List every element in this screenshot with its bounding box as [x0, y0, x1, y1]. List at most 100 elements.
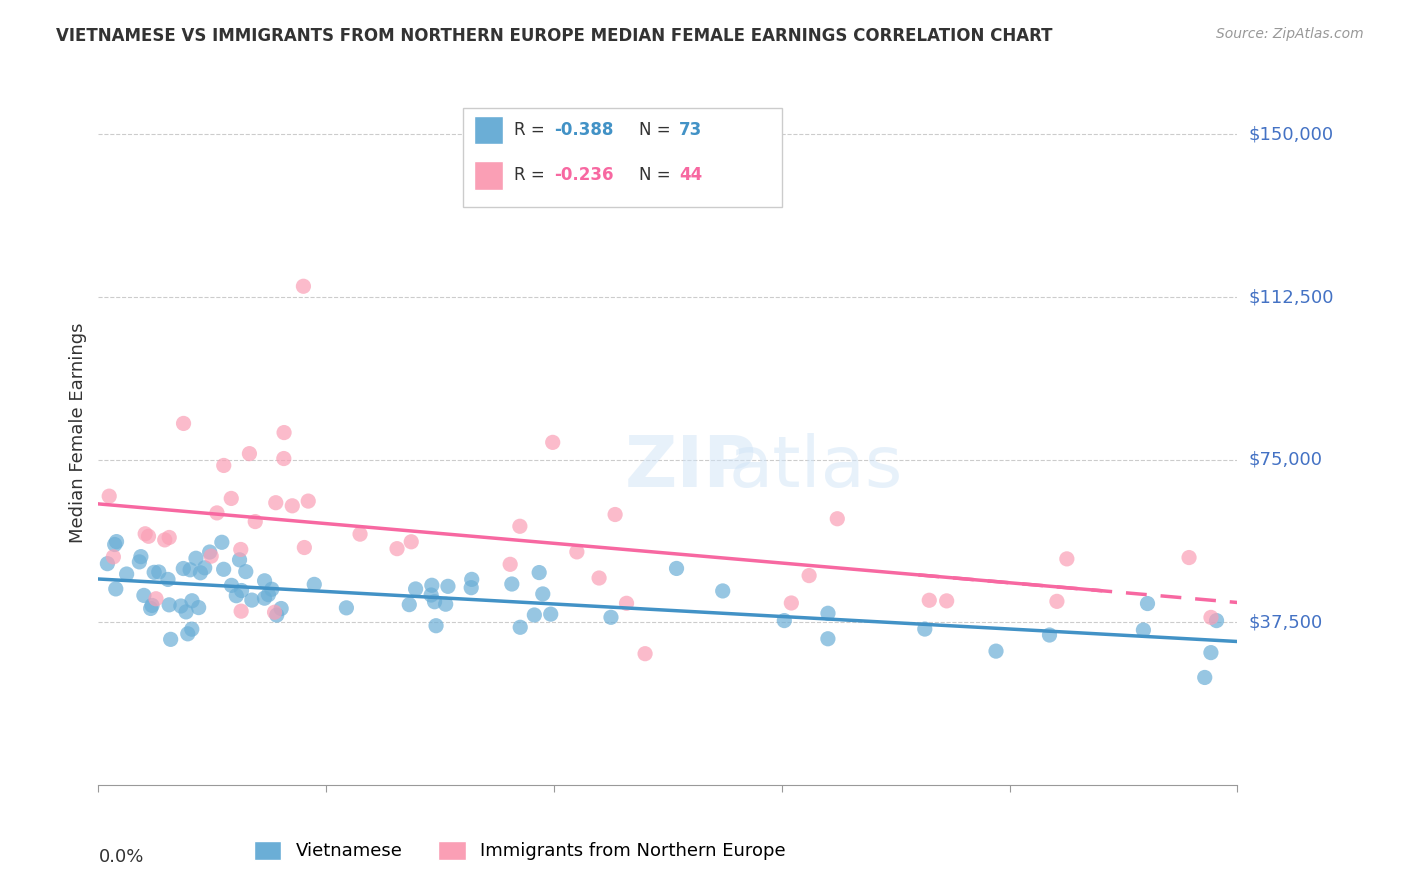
Point	[143, 566, 166, 580]
Point	[434, 597, 457, 611]
Point	[105, 534, 128, 549]
Point	[616, 596, 638, 610]
Text: R =: R =	[515, 167, 550, 185]
Point	[425, 618, 447, 632]
Point	[173, 417, 195, 431]
Text: Source: ZipAtlas.com: Source: ZipAtlas.com	[1216, 27, 1364, 41]
Point	[266, 608, 288, 623]
Text: 0.0%: 0.0%	[98, 848, 143, 866]
Text: $150,000: $150,000	[1249, 126, 1333, 144]
Point	[225, 589, 247, 603]
Point	[257, 588, 280, 602]
Point	[460, 581, 482, 595]
Point	[128, 555, 150, 569]
Point	[145, 591, 167, 606]
Point	[240, 593, 263, 607]
Point	[588, 571, 610, 585]
Point	[219, 491, 242, 506]
Point	[172, 561, 194, 575]
Point	[600, 610, 623, 624]
Point	[292, 279, 315, 293]
Point	[231, 583, 253, 598]
Point	[297, 494, 319, 508]
Point	[187, 600, 209, 615]
Point	[104, 537, 127, 551]
Point	[780, 596, 803, 610]
Text: $112,500: $112,500	[1249, 288, 1334, 306]
Point	[1136, 597, 1159, 611]
Text: -0.388: -0.388	[554, 120, 613, 138]
Point	[139, 601, 162, 615]
Point	[509, 620, 531, 634]
Point	[817, 607, 839, 621]
Point	[1178, 550, 1201, 565]
Point	[1199, 610, 1222, 624]
Text: atlas: atlas	[728, 434, 903, 502]
Point	[918, 593, 941, 607]
Point	[253, 574, 276, 588]
Point	[235, 565, 257, 579]
Point	[773, 614, 796, 628]
Point	[174, 605, 197, 619]
Point	[420, 588, 443, 602]
Point	[540, 607, 562, 622]
Point	[523, 607, 546, 622]
Point	[405, 582, 427, 596]
Point	[148, 565, 170, 579]
Point	[200, 549, 222, 563]
Point	[138, 529, 160, 543]
Point	[245, 515, 267, 529]
Point	[273, 425, 295, 440]
Text: -0.236: -0.236	[554, 167, 613, 185]
Text: 44: 44	[679, 167, 703, 185]
Point	[103, 549, 125, 564]
Point	[231, 604, 253, 618]
Point	[198, 545, 221, 559]
Point	[253, 591, 276, 606]
Point	[96, 557, 118, 571]
Point	[398, 598, 420, 612]
Text: R =: R =	[515, 120, 550, 138]
Point	[98, 489, 121, 503]
Text: 73: 73	[679, 120, 703, 138]
Point	[304, 577, 326, 591]
Point	[827, 512, 849, 526]
Text: VIETNAMESE VS IMMIGRANTS FROM NORTHERN EUROPE MEDIAN FEMALE EARNINGS CORRELATION: VIETNAMESE VS IMMIGRANTS FROM NORTHERN E…	[56, 27, 1053, 45]
Point	[541, 435, 564, 450]
Point	[1046, 594, 1069, 608]
Point	[292, 541, 315, 555]
Point	[180, 622, 202, 636]
Point	[281, 499, 304, 513]
Point	[104, 582, 127, 596]
Point	[229, 542, 252, 557]
Point	[385, 541, 408, 556]
Point	[212, 458, 235, 473]
Point	[499, 558, 522, 572]
Point	[420, 578, 443, 592]
Point	[157, 598, 180, 612]
Text: N =: N =	[640, 167, 676, 185]
Point	[634, 647, 657, 661]
Point	[817, 632, 839, 646]
FancyBboxPatch shape	[474, 161, 503, 189]
Point	[935, 594, 957, 608]
Text: N =: N =	[640, 120, 676, 138]
Point	[665, 561, 688, 575]
Text: $75,000: $75,000	[1249, 450, 1323, 468]
Text: ZIP: ZIP	[624, 434, 756, 502]
Point	[797, 568, 820, 582]
Y-axis label: Median Female Earnings: Median Female Earnings	[69, 322, 87, 543]
Point	[184, 551, 207, 566]
Text: $37,500: $37,500	[1249, 614, 1323, 632]
Point	[509, 519, 531, 533]
Point	[565, 545, 588, 559]
Point	[177, 627, 200, 641]
Legend: Vietnamese, Immigrants from Northern Europe: Vietnamese, Immigrants from Northern Eur…	[254, 841, 786, 861]
Point	[531, 587, 554, 601]
Point	[221, 578, 243, 592]
Point	[461, 573, 484, 587]
Point	[194, 561, 217, 575]
Point	[1205, 614, 1227, 628]
Point	[603, 508, 626, 522]
Point	[156, 573, 179, 587]
